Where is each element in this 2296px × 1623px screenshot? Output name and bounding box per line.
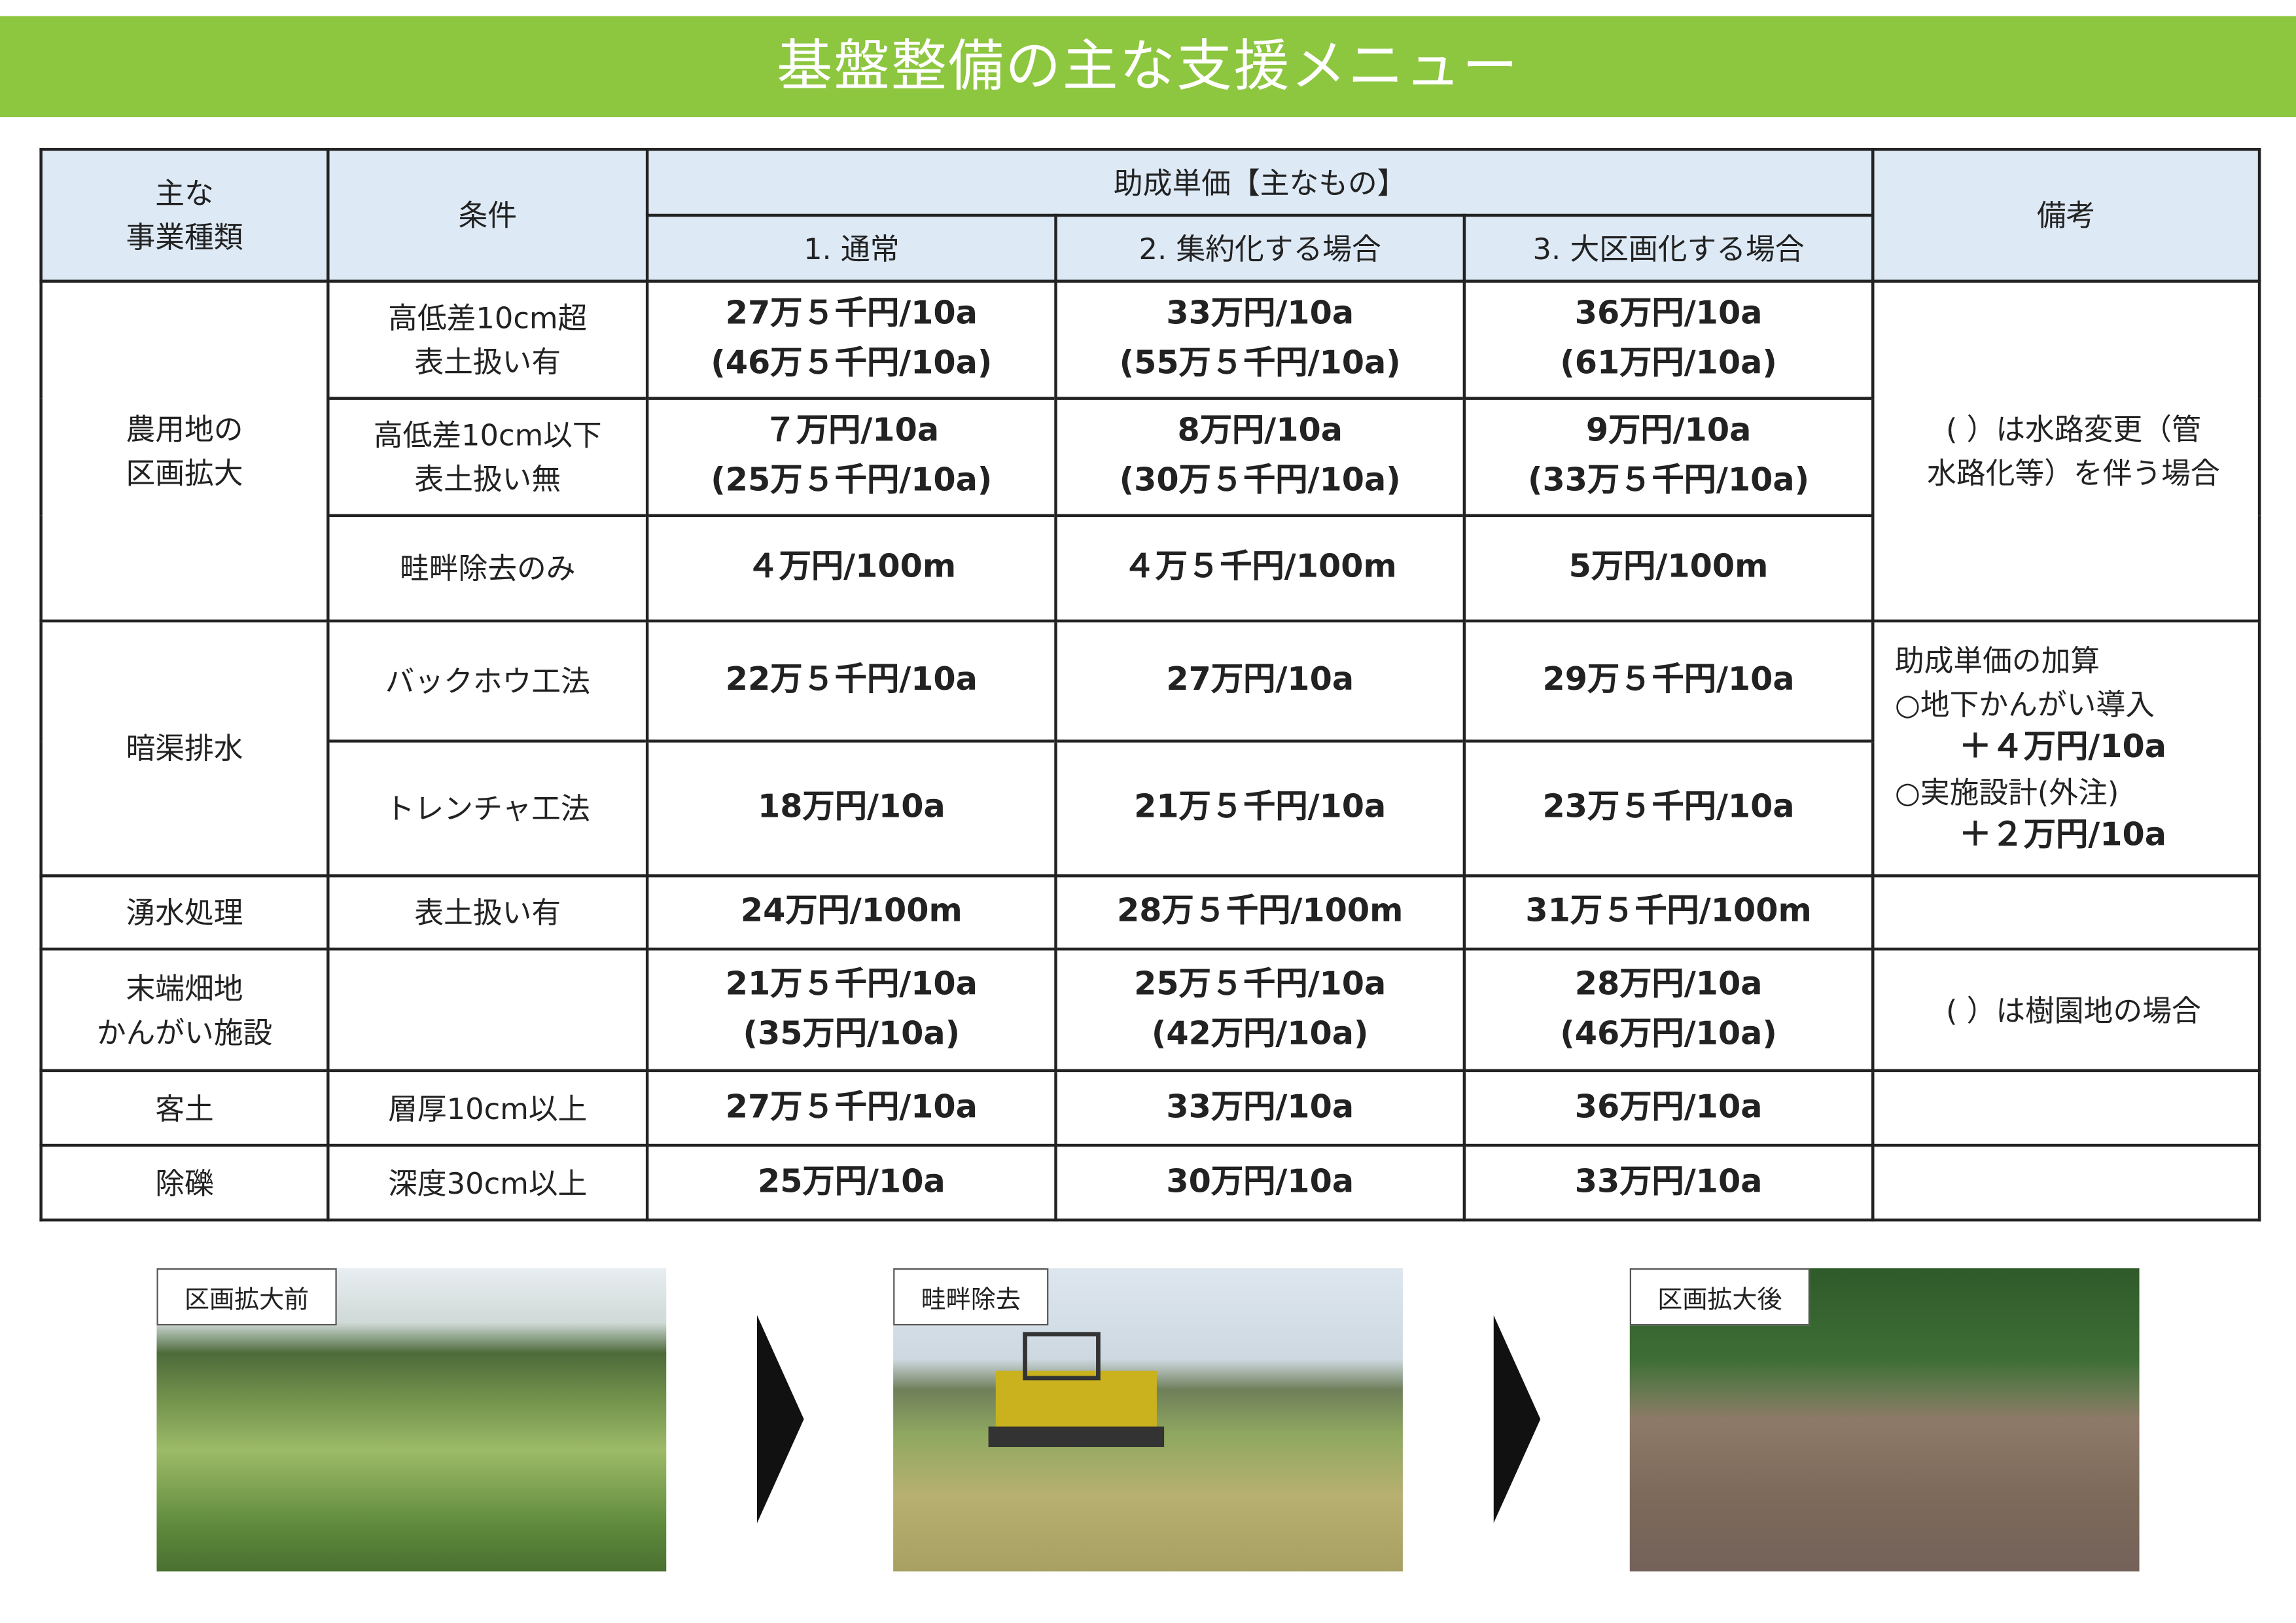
note-cell bbox=[1871, 874, 2261, 951]
note-cell bbox=[1871, 1143, 2261, 1222]
price-cell: 9万円/10a (33万５千円/10a) bbox=[1462, 397, 1875, 516]
condition-cell: 畦畔除去のみ bbox=[327, 514, 649, 623]
head-price: 助成単価【主なもの】 bbox=[645, 148, 1875, 217]
condition-cell bbox=[327, 947, 649, 1073]
note-cell: 助成単価の加算 ○地下かんがい導入 ＋４万円/10a ○実施設計(外注) ＋２万円/10… bbox=[1871, 619, 2261, 878]
condition-cell: バックホウ工法 bbox=[327, 619, 649, 742]
photo-detail bbox=[988, 1332, 1165, 1448]
price-cell: 5万円/100m bbox=[1462, 514, 1875, 623]
type-cell: 客土 bbox=[39, 1069, 330, 1147]
type-cell: 末端畑地 かんがい施設 bbox=[39, 947, 330, 1073]
type-cell: 除礫 bbox=[39, 1143, 330, 1222]
price-cell: 29万５千円/10a bbox=[1462, 619, 1875, 742]
note-line: ＋４万円/10a bbox=[1959, 729, 2166, 766]
note-line: ( ）は樹園地の場合 bbox=[1945, 992, 2201, 1027]
head-type: 主な 事業種類 bbox=[39, 148, 330, 283]
note-cell: ( ）は水路変更（管 水路化等）を伴う場合 bbox=[1871, 279, 2261, 623]
head-note: 備考 bbox=[1871, 148, 2261, 283]
table-head: 主な 事業種類 条件 助成単価【主なもの】 備考 1. 通常 2. 集約化する場… bbox=[39, 148, 2261, 283]
arrow bbox=[1493, 1315, 1541, 1524]
head-column: 1. 通常 bbox=[645, 213, 1057, 283]
photo: 畦畔除去 bbox=[893, 1268, 1403, 1572]
condition-cell: トレンチャ工法 bbox=[327, 740, 649, 878]
type-cell: 暗渠排水 bbox=[39, 619, 330, 878]
note-line: ( ）は水路変更（管 水路化等）を伴う場合 bbox=[1927, 411, 2220, 491]
price-cell: 27万５千円/10a (46万５千円/10a) bbox=[645, 279, 1057, 399]
note-line: ○実施設計(外注) bbox=[1894, 774, 2119, 810]
table-row: 高低差10cm以下 表土扱い無 ７万円/10a (25万５千円/10a) 8万円/1… bbox=[41, 397, 2259, 516]
table-row: 農用地の 区画拡大 高低差10cm超 表土扱い有 27万５千円/10a (46万５千… bbox=[39, 279, 2261, 623]
price-cell: 23万５千円/10a bbox=[1462, 740, 1875, 878]
head-column: 3. 大区画化する場合 bbox=[1462, 213, 1875, 283]
price-cell: 33万円/10a bbox=[1462, 1143, 1875, 1222]
table-body: 農用地の 区画拡大 高低差10cm超 表土扱い有 27万５千円/10a (46万５千… bbox=[39, 279, 2261, 1222]
price-cell: ４万５千円/100m bbox=[1054, 514, 1466, 623]
condition-cell: 層厚10cm以上 bbox=[327, 1069, 649, 1147]
photo-label: 区画拡大前 bbox=[156, 1268, 337, 1326]
price-cell: 25万円/10a bbox=[645, 1143, 1057, 1222]
note-cell bbox=[1871, 1069, 2261, 1147]
title-bar: 基盤整備の主な支援メニュー bbox=[0, 16, 2296, 118]
head-column: 2. 集約化する場合 bbox=[1054, 213, 1466, 283]
price-cell: 27万５千円/10a bbox=[645, 1069, 1057, 1147]
type-cell: 農用地の 区画拡大 bbox=[39, 279, 330, 623]
head-condition: 条件 bbox=[327, 148, 649, 283]
table-row: 客土 層厚10cm以上 27万５千円/10a 33万円/10a 36万円/10a bbox=[39, 1069, 2261, 1147]
price-cell: 27万円/10a bbox=[1054, 619, 1466, 742]
head-row: 主な 事業種類 条件 助成単価【主なもの】 備考 bbox=[39, 148, 2261, 283]
price-cell: 30万円/10a bbox=[1054, 1143, 1466, 1222]
table-row: 畦畔除去のみ ４万円/100m ４万５千円/100m 5万円/100m bbox=[41, 514, 2259, 623]
price-cell: 31万５千円/100m bbox=[1462, 874, 1875, 951]
photo-label: 畦畔除去 bbox=[893, 1268, 1049, 1326]
note-line: ＋２万円/10a bbox=[1959, 817, 2166, 854]
table-row: トレンチャ工法 18万円/10a 21万５千円/10a 23万５千円/10a bbox=[41, 740, 2259, 878]
title: 基盤整備の主な支援メニュー bbox=[777, 33, 1519, 98]
price-cell: 24万円/100m bbox=[645, 874, 1057, 951]
price-cell: ７万円/10a (25万５千円/10a) bbox=[645, 397, 1057, 516]
photo: 区画拡大後 bbox=[1629, 1268, 2140, 1572]
photo: 区画拡大前 bbox=[156, 1268, 667, 1572]
price-cell: 8万円/10a (30万５千円/10a) bbox=[1054, 397, 1466, 516]
price-cell: 28万円/10a (46万円/10a) bbox=[1462, 947, 1875, 1073]
table-row: 除礫 深度30cm以上 25万円/10a 30万円/10a 33万円/10a bbox=[39, 1143, 2261, 1222]
type-cell: 湧水処理 bbox=[39, 874, 330, 951]
note-cell: ( ）は樹園地の場合 bbox=[1871, 947, 2261, 1073]
price-cell: 22万５千円/10a bbox=[645, 619, 1057, 742]
note-line: 助成単価の加算 bbox=[1894, 643, 2100, 679]
price-cell: 25万５千円/10a (42万円/10a) bbox=[1054, 947, 1466, 1073]
price-cell: 36万円/10a (61万円/10a) bbox=[1462, 279, 1875, 399]
price-cell: ４万円/100m bbox=[645, 514, 1057, 623]
price-cell: 33万円/10a (55万５千円/10a) bbox=[1054, 279, 1466, 399]
price-cell: 33万円/10a bbox=[1054, 1069, 1466, 1147]
condition-cell: 高低差10cm超 表土扱い有 bbox=[327, 279, 649, 399]
table-row: 暗渠排水 バックホウ工法 22万５千円/10a 27万円/10a 29万５千円/10a 助… bbox=[39, 619, 2261, 878]
condition-cell: 表土扱い有 bbox=[327, 874, 649, 951]
table-row: 湧水処理 表土扱い有 24万円/100m 28万５千円/100m 31万５千円/100m bbox=[39, 874, 2261, 951]
price-cell: 21万５千円/10a bbox=[1054, 740, 1466, 878]
condition-cell: 高低差10cm以下 表土扱い無 bbox=[327, 397, 649, 516]
support-table: 主な 事業種類 条件 助成単価【主なもの】 備考 1. 通常 2. 集約化する場… bbox=[39, 148, 2261, 1222]
price-cell: 28万５千円/100m bbox=[1054, 874, 1466, 951]
price-cell: 21万５千円/10a (35万円/10a) bbox=[645, 947, 1057, 1073]
condition-cell: 深度30cm以上 bbox=[327, 1143, 649, 1222]
table-row: 末端畑地 かんがい施設 21万５千円/10a (35万円/10a) 25万５千円/1… bbox=[39, 947, 2261, 1073]
price-cell: 36万円/10a bbox=[1462, 1069, 1875, 1147]
photo-label: 区画拡大後 bbox=[1629, 1268, 1810, 1326]
price-cell: 18万円/10a bbox=[645, 740, 1057, 878]
note-line: ○地下かんがい導入 bbox=[1894, 687, 2155, 722]
head-row: 1. 通常 2. 集約化する場合 3. 大区画化する場合 bbox=[41, 213, 2259, 283]
arrow bbox=[756, 1315, 804, 1524]
